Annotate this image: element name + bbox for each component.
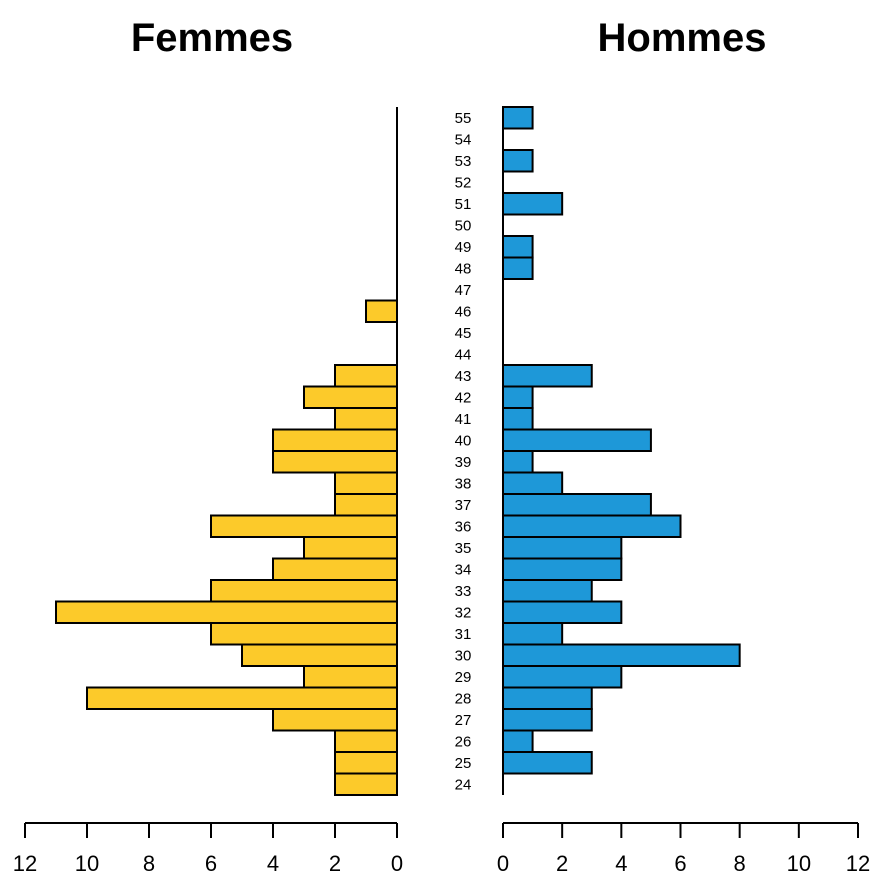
femmes-bar-36 xyxy=(210,514,398,538)
age-label-31: 31 xyxy=(455,626,472,643)
age-label-35: 35 xyxy=(455,540,472,557)
femmes-bar-30 xyxy=(241,643,398,667)
femmes-bar-31 xyxy=(210,622,398,646)
femmes-bar-35 xyxy=(303,536,398,560)
age-label-55: 55 xyxy=(455,110,472,127)
hommes-tick-label-8: 8 xyxy=(734,851,746,876)
age-label-50: 50 xyxy=(455,217,472,234)
femmes-bar-33 xyxy=(210,579,398,603)
femmes-tick-label-0: 0 xyxy=(391,851,403,876)
age-label-30: 30 xyxy=(455,647,472,664)
hommes-tick-label-2: 2 xyxy=(556,851,568,876)
age-label-36: 36 xyxy=(455,518,472,535)
hommes-bar-26 xyxy=(502,729,534,753)
age-label-52: 52 xyxy=(455,174,472,191)
hommes-tick-label-10: 10 xyxy=(787,851,811,876)
hommes-tick-label-4: 4 xyxy=(615,851,627,876)
age-label-44: 44 xyxy=(455,346,472,363)
age-label-48: 48 xyxy=(455,260,472,277)
age-label-54: 54 xyxy=(455,131,472,148)
hommes-bar-32 xyxy=(502,600,623,624)
femmes-tick-label-6: 6 xyxy=(205,851,217,876)
hommes-tick-label-12: 12 xyxy=(846,851,870,876)
femmes-bar-25 xyxy=(334,751,398,775)
age-label-41: 41 xyxy=(455,411,472,428)
hommes-bar-36 xyxy=(502,514,682,538)
femmes-bar-46 xyxy=(365,299,398,323)
femmes-bar-26 xyxy=(334,729,398,753)
age-label-42: 42 xyxy=(455,389,472,406)
femmes-bar-40 xyxy=(272,428,398,452)
left-panel-title: Femmes xyxy=(131,16,293,60)
femmes-bar-29 xyxy=(303,665,398,689)
age-label-51: 51 xyxy=(455,196,472,213)
age-label-25: 25 xyxy=(455,755,472,772)
age-label-53: 53 xyxy=(455,153,472,170)
age-label-34: 34 xyxy=(455,561,472,578)
age-label-33: 33 xyxy=(455,583,472,600)
femmes-bar-32 xyxy=(55,600,398,624)
hommes-bar-49 xyxy=(502,235,534,259)
hommes-bar-28 xyxy=(502,686,593,710)
femmes-bar-39 xyxy=(272,450,398,474)
hommes-bar-55 xyxy=(502,106,534,130)
hommes-bar-41 xyxy=(502,407,534,431)
age-label-29: 29 xyxy=(455,669,472,686)
right-panel-title: Hommes xyxy=(598,16,767,60)
hommes-bar-48 xyxy=(502,256,534,280)
hommes-bar-37 xyxy=(502,493,652,517)
femmes-tick-label-10: 10 xyxy=(75,851,99,876)
hommes-tick-label-0: 0 xyxy=(497,851,509,876)
age-label-47: 47 xyxy=(455,282,472,299)
hommes-bar-27 xyxy=(502,708,593,732)
age-label-45: 45 xyxy=(455,325,472,342)
femmes-bar-27 xyxy=(272,708,398,732)
hommes-bars xyxy=(502,106,741,795)
hommes-tick-label-6: 6 xyxy=(674,851,686,876)
hommes-bar-42 xyxy=(502,385,534,409)
age-label-28: 28 xyxy=(455,690,472,707)
right-x-axis: 0 2 4 6 8 10 12 xyxy=(497,822,870,876)
age-label-32: 32 xyxy=(455,604,472,621)
hommes-bar-31 xyxy=(502,622,564,646)
age-label-39: 39 xyxy=(455,454,472,471)
femmes-tick-label-8: 8 xyxy=(143,851,155,876)
age-label-49: 49 xyxy=(455,239,472,256)
age-label-43: 43 xyxy=(455,368,472,385)
age-label-40: 40 xyxy=(455,432,472,449)
hommes-bar-43 xyxy=(502,364,593,388)
hommes-bar-30 xyxy=(502,643,741,667)
femmes-bar-37 xyxy=(334,493,398,517)
femmes-bar-42 xyxy=(303,385,398,409)
femmes-bars xyxy=(55,107,398,796)
age-label-38: 38 xyxy=(455,475,472,492)
age-label-37: 37 xyxy=(455,497,472,514)
age-label-27: 27 xyxy=(455,712,472,729)
hommes-bar-35 xyxy=(502,536,623,560)
hommes-bar-39 xyxy=(502,450,534,474)
hommes-bar-51 xyxy=(502,192,564,216)
hommes-bar-40 xyxy=(502,428,652,452)
left-x-axis: 0 2 4 6 8 10 12 xyxy=(13,822,403,876)
femmes-tick-label-12: 12 xyxy=(13,851,37,876)
hommes-bar-38 xyxy=(502,471,564,495)
femmes-bar-43 xyxy=(334,364,398,388)
hommes-bar-25 xyxy=(502,751,593,775)
femmes-bar-34 xyxy=(272,557,398,581)
femmes-bar-38 xyxy=(334,471,398,495)
femmes-bar-41 xyxy=(334,407,398,431)
femmes-tick-label-2: 2 xyxy=(329,851,341,876)
hommes-bar-29 xyxy=(502,665,623,689)
femmes-bar-28 xyxy=(86,686,398,710)
hommes-bar-34 xyxy=(502,557,623,581)
age-label-24: 24 xyxy=(455,776,472,793)
hommes-bar-33 xyxy=(502,579,593,603)
femmes-tick-label-4: 4 xyxy=(267,851,279,876)
age-labels: 24 25 26 27 28 29 30 31 32 33 34 35 36 37 38 39 40 41 42 43… xyxy=(455,110,472,794)
age-label-26: 26 xyxy=(455,733,472,750)
hommes-bar-53 xyxy=(502,149,534,173)
femmes-bar-24 xyxy=(334,772,398,796)
age-label-46: 46 xyxy=(455,303,472,320)
